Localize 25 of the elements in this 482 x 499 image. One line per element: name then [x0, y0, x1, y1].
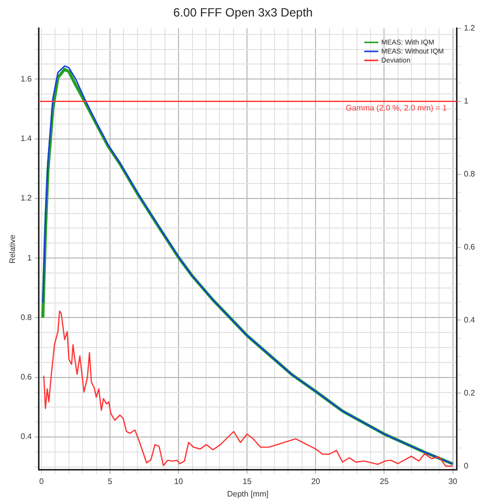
x-tick-label: 20 — [311, 476, 321, 486]
y2-tick-label: 0.4 — [464, 315, 476, 324]
y2-tick-label: 0 — [464, 461, 469, 470]
x-tick-label: 10 — [174, 476, 184, 486]
y2-tick-label: 0.8 — [464, 170, 476, 179]
x-axis-title: Depth [mm] — [227, 489, 268, 498]
y-tick-label: 1 — [27, 253, 32, 262]
y2-tick-label: 0.6 — [464, 242, 476, 252]
x-tick-label: 30 — [448, 476, 458, 486]
y2-tick-label: 1.2 — [464, 24, 476, 33]
y2-tick-label: 0.2 — [464, 388, 476, 398]
y-tick-label: 1.2 — [20, 194, 32, 203]
x-tick-label: 15 — [242, 476, 252, 486]
x-tick-label: 5 — [108, 476, 113, 486]
y-tick-label: 1.6 — [20, 74, 32, 84]
y-tick-label: 0.4 — [20, 432, 32, 442]
y-axis-title: Relative — [8, 234, 18, 264]
y-tick-label: 1.4 — [20, 134, 32, 143]
y-tick-label: 0.8 — [20, 312, 32, 322]
y2-tick-label: 1 — [464, 96, 469, 106]
ref-line-label: Gamma (2.0 %, 2.0 mm) = 1 — [346, 104, 448, 113]
x-tick-label: 25 — [380, 476, 390, 486]
x-tick-label: 0 — [39, 476, 44, 486]
y-tick-label: 0.6 — [20, 372, 32, 382]
chart-title: 6.00 FFF Open 3x3 Depth — [173, 6, 313, 20]
